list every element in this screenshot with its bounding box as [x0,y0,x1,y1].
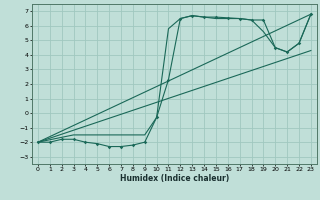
X-axis label: Humidex (Indice chaleur): Humidex (Indice chaleur) [120,174,229,183]
